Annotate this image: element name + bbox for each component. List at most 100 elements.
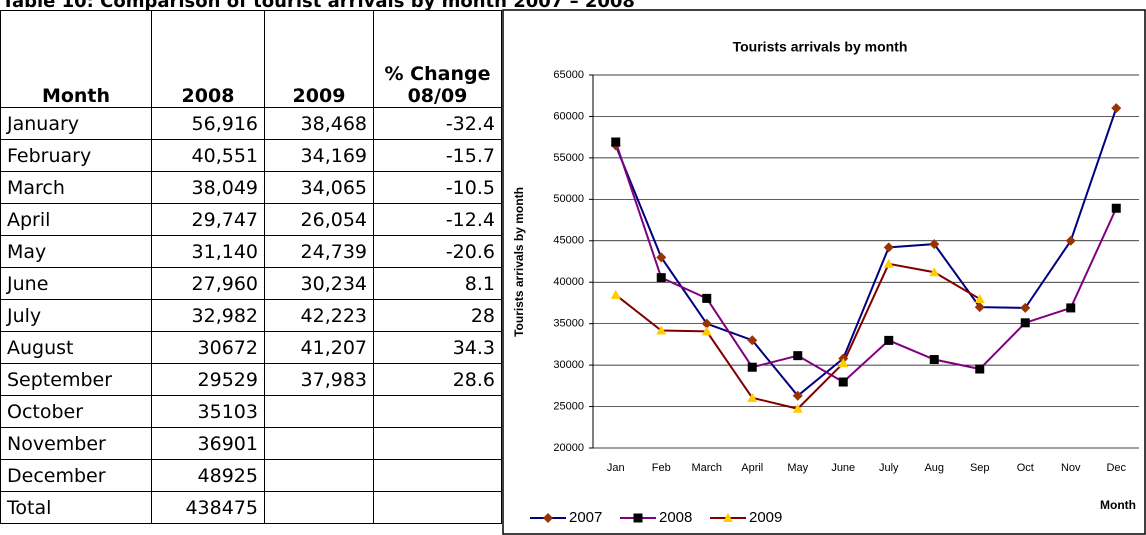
- table-cell: -32.4: [373, 107, 502, 140]
- table-cell: November: [0, 427, 152, 460]
- marker: [975, 364, 985, 374]
- table-cell: -12.4: [373, 203, 502, 236]
- table-cell: 41,207: [264, 331, 374, 364]
- table-cell: 24,739: [264, 235, 374, 268]
- data-table: Month 2008 2009% Change 08/09 January 56,91…: [0, 10, 502, 524]
- table-cell: -10.5: [373, 171, 502, 204]
- marker: [633, 513, 643, 523]
- table-cell: May: [0, 235, 152, 268]
- table-cell: Total: [0, 491, 152, 524]
- marker: [701, 326, 712, 336]
- table-cell: 40,551: [151, 139, 265, 172]
- table-row: November 36901: [0, 427, 502, 460]
- table-row: January 56,916 38,468 -32.4: [0, 107, 502, 140]
- table-cell: [373, 491, 502, 524]
- y-axis-label: Tourists arrivals by month: [512, 187, 526, 337]
- marker: [929, 355, 939, 365]
- x-tick-label: April: [741, 462, 763, 474]
- table-cell: February: [0, 139, 152, 172]
- y-tick-label: 50000: [553, 193, 584, 205]
- column-header: 2008: [151, 10, 265, 108]
- table-cell: 48925: [151, 459, 265, 492]
- table-cell: [373, 427, 502, 460]
- y-tick-label: 35000: [553, 318, 584, 330]
- marker: [723, 513, 733, 522]
- series-line: [614, 141, 1118, 384]
- x-tick-label: July: [879, 462, 899, 474]
- table-row: March 38,049 34,065 -10.5: [0, 171, 502, 204]
- table-row: April 29,747 26,054 -12.4: [0, 203, 502, 236]
- x-tick-label: Oct: [1017, 462, 1034, 474]
- marker: [702, 293, 712, 303]
- marker: [838, 358, 849, 368]
- table-cell: 37,983: [264, 363, 374, 396]
- series-line: [615, 262, 981, 410]
- table-cell: 26,054: [264, 203, 374, 236]
- table-cell: October: [0, 395, 152, 428]
- column-header: 2009: [264, 10, 374, 108]
- marker: [974, 293, 985, 303]
- marker: [1020, 302, 1031, 313]
- x-tick-label: March: [691, 462, 722, 474]
- x-tick-label: May: [787, 462, 808, 474]
- marker: [543, 513, 553, 523]
- x-tick-label: Dec: [1106, 462, 1126, 474]
- column-header: % Change 08/09: [373, 10, 502, 108]
- table-cell: 29,747: [151, 203, 265, 236]
- marker: [792, 390, 803, 401]
- marker: [1111, 203, 1121, 213]
- table-cell: March: [0, 171, 152, 204]
- table-row: June 27,960 30,234 8.1: [0, 267, 502, 300]
- marker: [929, 267, 940, 277]
- legend-label: 2008: [659, 509, 692, 526]
- table-row: Total 438475: [0, 491, 502, 524]
- x-tick-label: June: [831, 462, 855, 474]
- table-cell: 31,140: [151, 235, 265, 268]
- x-tick-label: Feb: [652, 462, 671, 474]
- marker: [747, 362, 757, 372]
- table-cell: January: [0, 107, 152, 140]
- marker: [792, 403, 803, 413]
- table-cell: 38,049: [151, 171, 265, 204]
- table-cell: 30672: [151, 331, 265, 364]
- legend-label: 2009: [749, 509, 782, 526]
- table-cell: 27,960: [151, 267, 265, 300]
- marker: [974, 302, 985, 313]
- x-tick-label: Sep: [970, 462, 990, 474]
- y-tick-label: 30000: [553, 359, 584, 371]
- table-cell: 30,234: [264, 267, 374, 300]
- marker: [611, 137, 621, 147]
- y-tick-label: 55000: [553, 152, 584, 164]
- table-cell: 35103: [151, 395, 265, 428]
- table-cell: 438475: [151, 491, 265, 524]
- table-cell: 8.1: [373, 267, 502, 300]
- x-axis-label: Month: [1100, 498, 1136, 512]
- marker: [701, 318, 712, 329]
- table-cell: [264, 491, 374, 524]
- table-row: August 30672 41,207 34.3: [0, 331, 502, 364]
- marker: [1020, 318, 1030, 328]
- y-tick-label: 60000: [553, 110, 584, 122]
- marker: [1065, 235, 1076, 246]
- table-cell: 56,916: [151, 107, 265, 140]
- table-cell: April: [0, 203, 152, 236]
- y-tick-label: 45000: [553, 235, 584, 247]
- document-title: Table 10: Comparison of tourist arrivals…: [2, 0, 635, 12]
- marker: [747, 392, 758, 402]
- marker: [929, 239, 940, 250]
- x-tick-label: Nov: [1061, 462, 1081, 474]
- chart-frame: [502, 9, 1146, 535]
- x-tick-label: Aug: [924, 462, 944, 474]
- y-tick-label: 20000: [553, 442, 584, 454]
- marker: [1111, 103, 1122, 114]
- x-tick-label: Jan: [607, 462, 625, 474]
- chart-title: Tourists arrivals by month: [733, 39, 908, 55]
- table-cell: 28.6: [373, 363, 502, 396]
- marker: [838, 377, 848, 387]
- marker: [656, 273, 666, 283]
- marker: [884, 335, 894, 345]
- legend-label: 2007: [569, 509, 602, 526]
- series-line: [614, 107, 1118, 398]
